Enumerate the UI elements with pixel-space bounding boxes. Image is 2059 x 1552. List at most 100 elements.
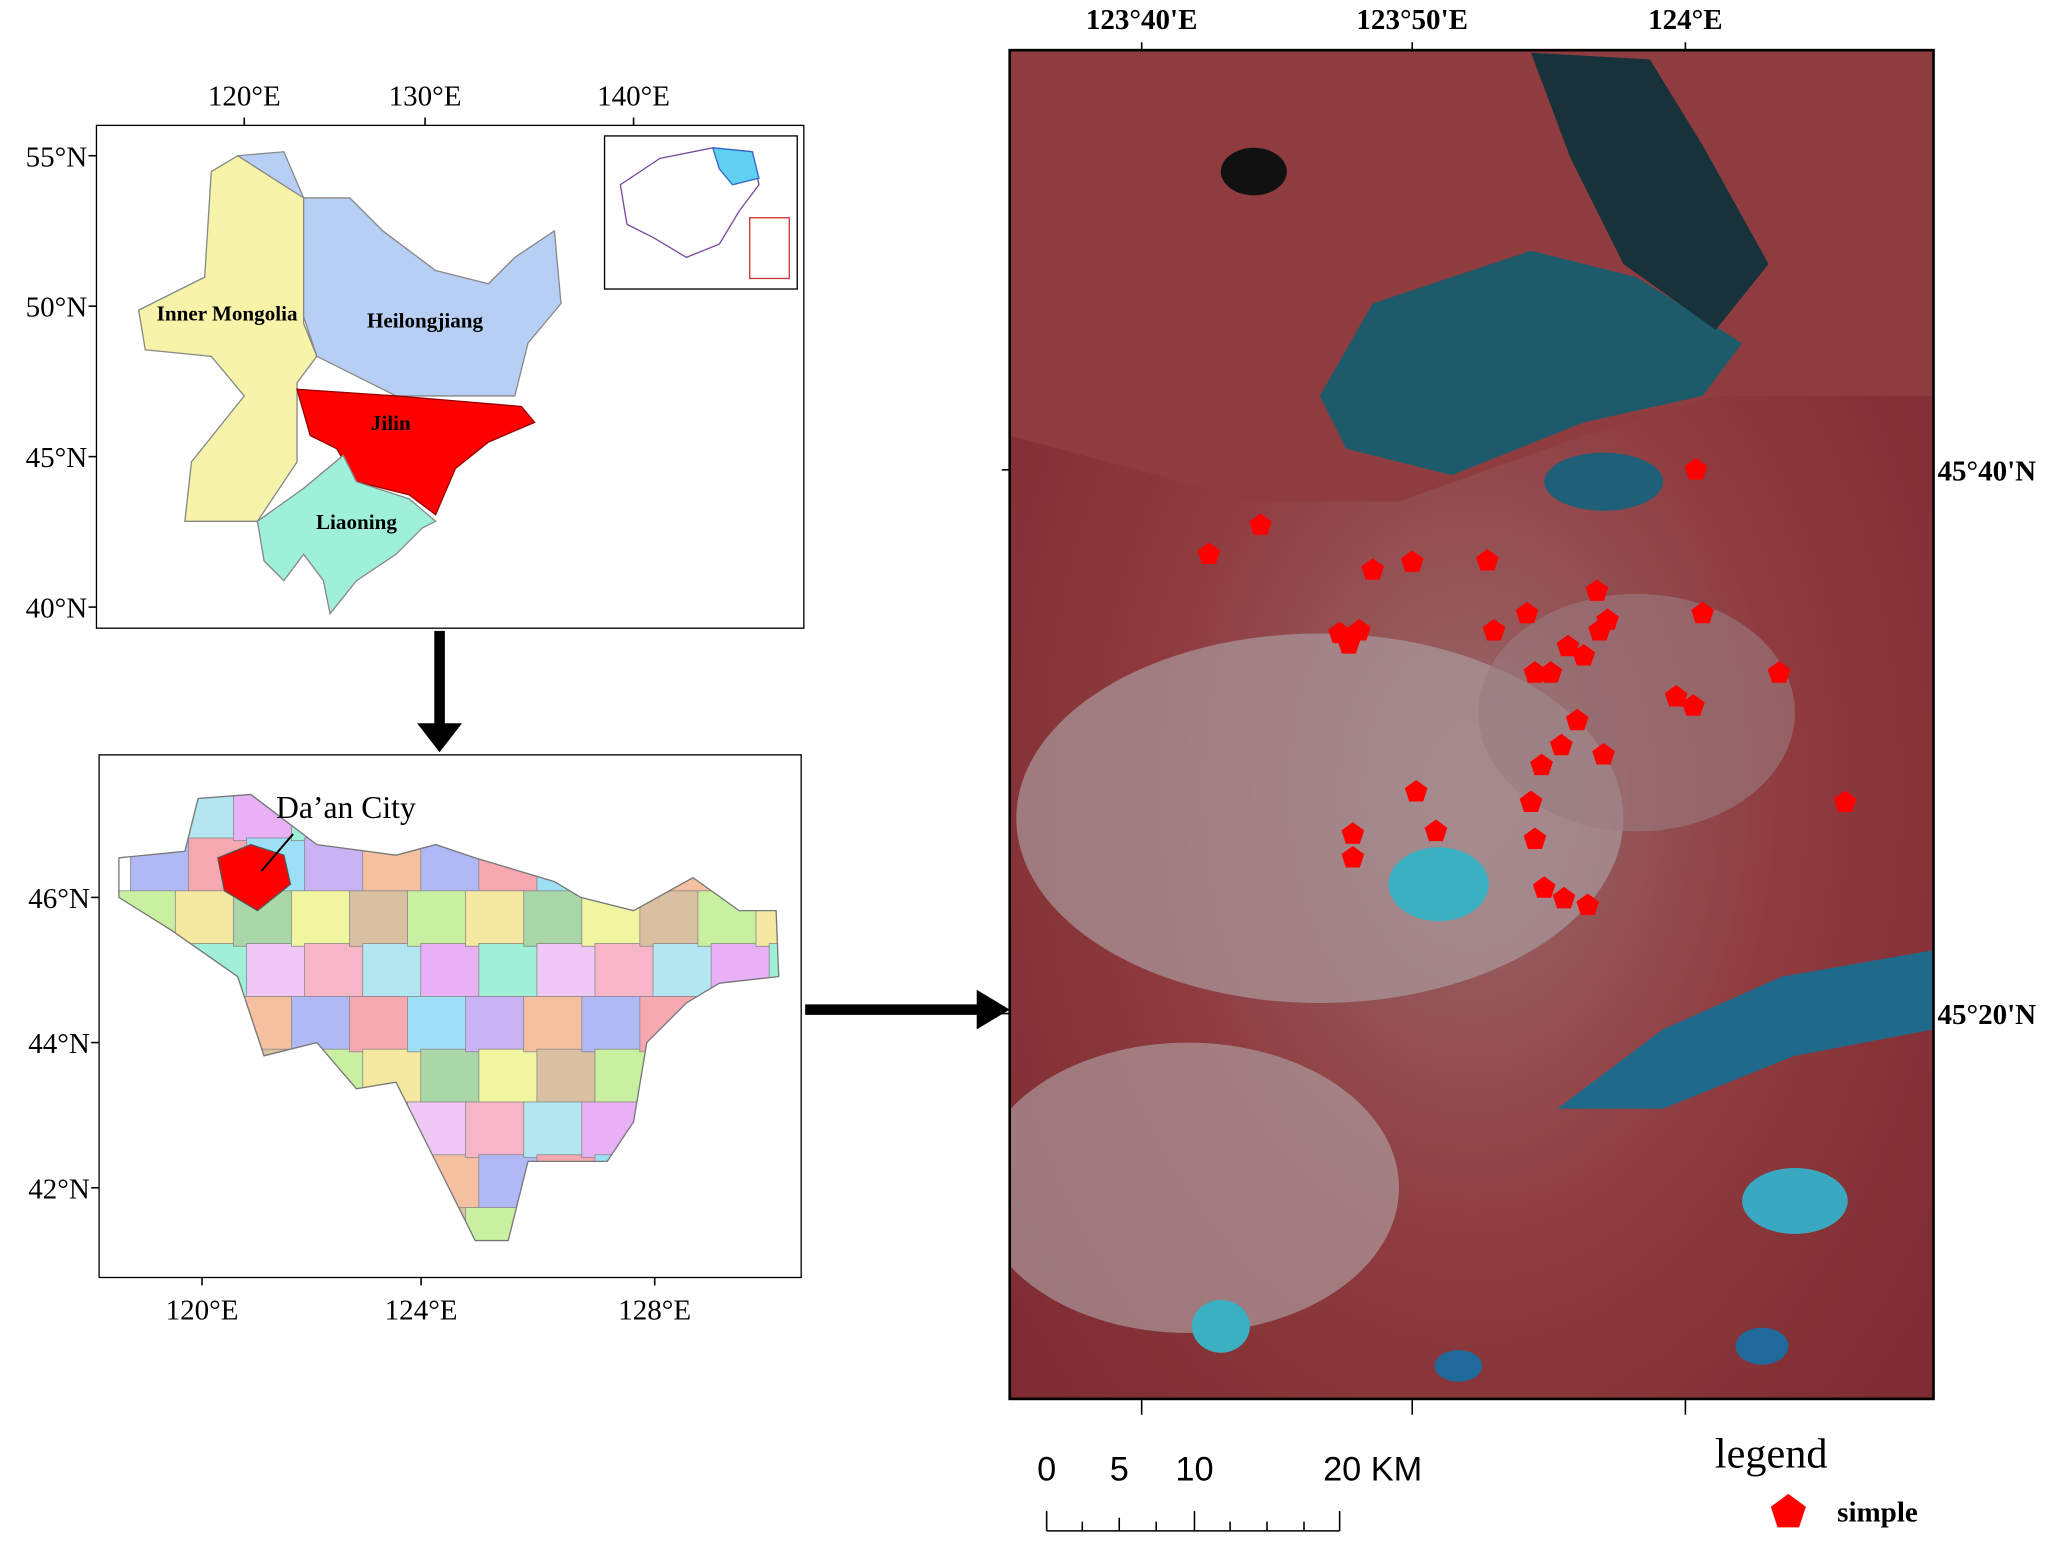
sample-point — [1552, 886, 1576, 909]
region-jilin — [296, 388, 536, 516]
inset-china — [619, 147, 760, 259]
sample-point — [1770, 1493, 1806, 1528]
lon-label: 130°E — [389, 81, 462, 113]
inset-box — [749, 217, 790, 280]
county — [174, 890, 237, 947]
legend-title: legend — [1715, 1431, 1828, 1478]
lat-label: 40°N — [26, 593, 88, 625]
lon-label: 140°E — [597, 81, 670, 113]
county — [420, 943, 482, 1000]
region-inner-mongolia — [137, 154, 318, 522]
sample-point — [1550, 733, 1573, 756]
scale-bar — [1045, 1511, 1341, 1532]
region-label: Jilin — [371, 411, 411, 435]
sample-point — [1515, 601, 1539, 624]
lon-label: 128°E — [618, 1295, 691, 1327]
lat-label: 50°N — [26, 292, 88, 324]
callout-line — [260, 833, 294, 872]
lon-label: 124°E — [385, 1295, 458, 1327]
daan-city — [217, 843, 292, 912]
region-heilongjiang — [236, 151, 562, 397]
sample-point — [1588, 618, 1611, 641]
sample-point — [1556, 634, 1580, 657]
sample-point — [1576, 893, 1600, 915]
arrow-right — [805, 989, 1010, 1030]
sample-point — [1572, 644, 1596, 666]
lat-label: 45°20'N — [1937, 999, 2036, 1031]
county — [594, 943, 657, 1000]
sample-point — [1684, 457, 1708, 480]
panel3-frame — [1008, 48, 1935, 1401]
lon-label: 124°E — [1648, 4, 1722, 36]
county — [465, 890, 527, 947]
scale-label: 20 KM — [1323, 1451, 1422, 1489]
inset-northeast — [711, 147, 760, 186]
county — [478, 943, 540, 1000]
lat-label: 46°N — [28, 883, 90, 915]
county — [652, 943, 715, 1000]
region-label: Liaoning — [316, 510, 397, 534]
region-label: Heilongjiang — [367, 308, 484, 332]
lat-label: 55°N — [26, 141, 88, 173]
sample-point — [1476, 549, 1499, 571]
sample-point — [1348, 618, 1371, 641]
county — [349, 995, 411, 1053]
lat-label: 42°N — [28, 1173, 90, 1205]
sample-point — [1592, 743, 1615, 765]
legend-item: simple — [1837, 1497, 1918, 1529]
sample-point — [1337, 632, 1361, 654]
inset-map — [603, 135, 798, 290]
county — [362, 943, 424, 1000]
region-label: Inner Mongolia — [157, 302, 298, 326]
sample-point — [1249, 513, 1272, 535]
sample-point — [1341, 845, 1365, 868]
lon-label: 120°E — [208, 81, 281, 113]
callout-label: Da’an City — [276, 790, 416, 825]
lat-label: 45°40'N — [1937, 455, 2036, 487]
sample-point — [1664, 684, 1688, 707]
sample-point — [1424, 819, 1448, 842]
lat-label: 45°N — [26, 442, 88, 474]
sample-point — [1767, 661, 1791, 683]
sample-point — [1341, 822, 1365, 844]
county — [291, 995, 353, 1053]
sample-point — [1833, 790, 1857, 813]
county — [523, 1101, 585, 1158]
county — [768, 943, 779, 1000]
satellite-image — [1009, 50, 1934, 1399]
sample-point — [1539, 661, 1563, 683]
sample-point — [1197, 542, 1221, 564]
region-liaoning — [256, 454, 437, 616]
lon-label: 120°E — [166, 1295, 239, 1327]
county — [581, 995, 643, 1053]
sample-point — [1519, 790, 1543, 813]
sample-point — [1681, 694, 1705, 716]
county — [407, 995, 469, 1053]
county — [536, 943, 599, 1000]
county — [536, 1048, 599, 1106]
county — [407, 890, 469, 947]
sample-point — [1404, 779, 1428, 802]
county — [523, 890, 585, 947]
sample-point — [1361, 558, 1384, 580]
sample-point — [1565, 708, 1589, 731]
county — [523, 995, 585, 1053]
arrow-down — [417, 630, 463, 753]
county — [304, 943, 366, 1000]
sample-point — [1523, 827, 1547, 849]
sample-point — [1400, 550, 1424, 572]
county — [478, 1048, 540, 1106]
scale-label: 5 — [1110, 1451, 1129, 1489]
county — [349, 890, 411, 947]
lon-label: 123°50'E — [1356, 4, 1468, 36]
sample-point — [1691, 601, 1714, 624]
scale-label: 0 — [1037, 1451, 1056, 1489]
sample-point — [1482, 618, 1506, 641]
lat-label: 44°N — [28, 1028, 90, 1060]
county — [465, 995, 527, 1053]
sample-point — [1530, 753, 1553, 776]
county — [420, 1048, 482, 1106]
sample-point — [1532, 876, 1556, 898]
jilin-outline — [118, 793, 780, 1242]
